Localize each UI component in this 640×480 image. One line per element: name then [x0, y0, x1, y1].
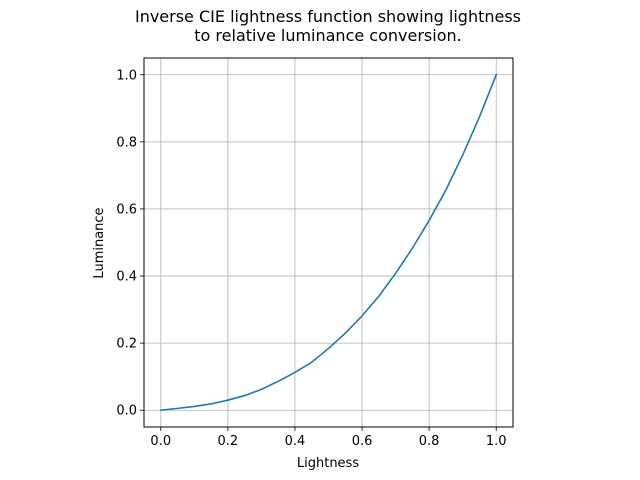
series-layer [159, 73, 498, 412]
chart-title: Inverse CIE lightness function showing l… [135, 7, 521, 45]
tick-layer: 0.0 0.2 0.4 0.6 0.8 1.0 0.0 0.2 0.4 0.6 0.8 1.0 [116, 68, 506, 449]
plot-frame [143, 57, 514, 428]
grid [144, 58, 513, 427]
x-tick-label: 0.0 [150, 434, 171, 449]
x-axis-label: Lightness [297, 456, 359, 471]
y-tick-label: 0.8 [116, 135, 137, 150]
y-tick-label: 1.0 [116, 68, 137, 83]
x-tick-label: 0.8 [419, 434, 440, 449]
y-axis-label: Luminance [92, 207, 107, 278]
y-tick-label: 0.0 [116, 404, 137, 419]
y-tick-label: 0.6 [116, 202, 137, 217]
x-tick-label: 0.4 [285, 434, 306, 449]
series-line-0 [159, 73, 498, 412]
y-tick-label: 0.4 [116, 270, 137, 285]
y-tick-label: 0.2 [116, 337, 137, 352]
x-tick-label: 0.2 [218, 434, 239, 449]
x-tick-label: 0.6 [352, 434, 373, 449]
x-tick-label: 1.0 [486, 434, 507, 449]
